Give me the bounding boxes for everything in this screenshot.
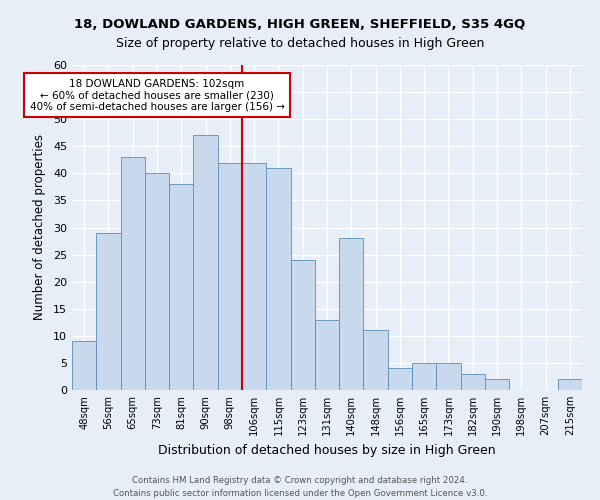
Bar xyxy=(315,320,339,390)
Bar xyxy=(485,379,509,390)
Bar xyxy=(145,174,169,390)
Bar xyxy=(339,238,364,390)
Bar xyxy=(558,379,582,390)
Bar xyxy=(121,157,145,390)
Bar xyxy=(72,341,96,390)
Text: 18, DOWLAND GARDENS, HIGH GREEN, SHEFFIELD, S35 4GQ: 18, DOWLAND GARDENS, HIGH GREEN, SHEFFIE… xyxy=(74,18,526,30)
Bar xyxy=(266,168,290,390)
Bar xyxy=(242,162,266,390)
Text: Contains HM Land Registry data © Crown copyright and database right 2024.
Contai: Contains HM Land Registry data © Crown c… xyxy=(113,476,487,498)
Bar xyxy=(96,233,121,390)
Bar xyxy=(461,374,485,390)
Bar xyxy=(169,184,193,390)
Bar xyxy=(412,363,436,390)
Text: Size of property relative to detached houses in High Green: Size of property relative to detached ho… xyxy=(116,38,484,51)
Bar xyxy=(218,162,242,390)
Bar xyxy=(388,368,412,390)
Bar xyxy=(193,136,218,390)
Bar xyxy=(290,260,315,390)
Y-axis label: Number of detached properties: Number of detached properties xyxy=(33,134,46,320)
Text: 18 DOWLAND GARDENS: 102sqm
← 60% of detached houses are smaller (230)
40% of sem: 18 DOWLAND GARDENS: 102sqm ← 60% of deta… xyxy=(29,78,284,112)
X-axis label: Distribution of detached houses by size in High Green: Distribution of detached houses by size … xyxy=(158,444,496,456)
Bar xyxy=(436,363,461,390)
Bar xyxy=(364,330,388,390)
